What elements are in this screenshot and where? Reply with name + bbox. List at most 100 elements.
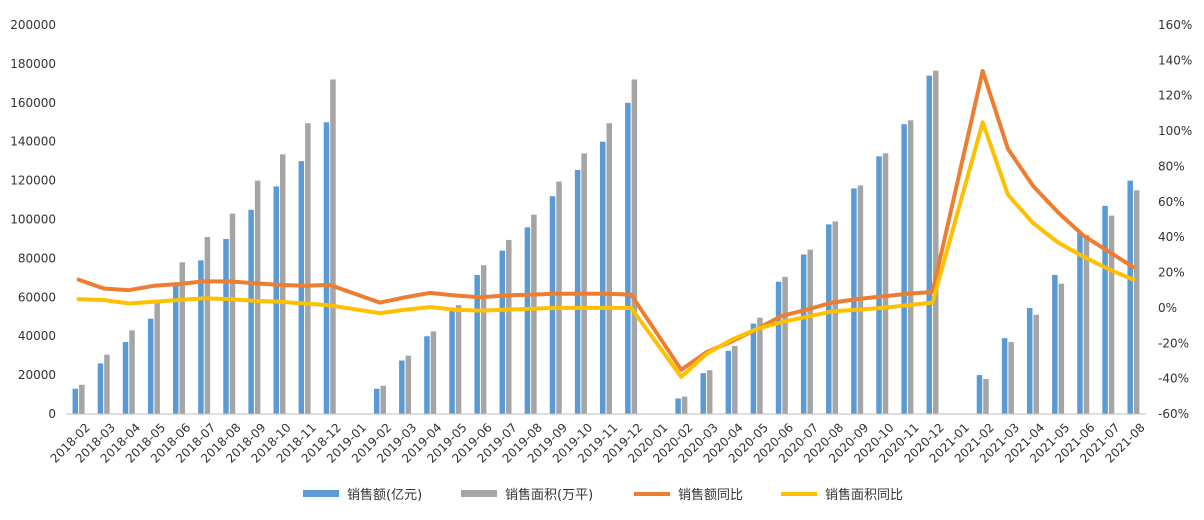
bar-0 bbox=[198, 260, 204, 414]
bar-1 bbox=[531, 214, 537, 414]
bar-1 bbox=[556, 181, 562, 414]
bar-1 bbox=[832, 221, 839, 414]
bar-1 bbox=[782, 276, 788, 414]
bar-1 bbox=[380, 385, 386, 414]
bar-1 bbox=[79, 384, 85, 414]
bar-1 bbox=[706, 370, 713, 414]
bar-0 bbox=[524, 227, 531, 414]
bar-0 bbox=[1001, 338, 1008, 414]
bar-0 bbox=[549, 196, 556, 414]
bar-1 bbox=[1108, 215, 1115, 414]
left-tick-label: 120000 bbox=[10, 174, 56, 188]
bar-1 bbox=[405, 355, 412, 414]
bar-1 bbox=[681, 396, 688, 414]
bar-1 bbox=[732, 345, 738, 414]
bar-0 bbox=[600, 141, 606, 414]
bar-1 bbox=[757, 317, 763, 414]
bar-1 bbox=[983, 378, 989, 414]
bar-1 bbox=[1033, 314, 1039, 414]
bar-1 bbox=[1008, 342, 1014, 414]
left-tick-label: 200000 bbox=[10, 18, 56, 32]
line-series bbox=[76, 69, 1136, 379]
bar-1 bbox=[179, 262, 186, 414]
right-tick-label: -20% bbox=[1158, 336, 1189, 350]
bar-0 bbox=[323, 122, 330, 414]
bar-0 bbox=[424, 336, 430, 414]
line-series-1 bbox=[76, 120, 1136, 379]
bar-1 bbox=[104, 354, 110, 414]
bar-0 bbox=[474, 274, 480, 414]
bar-0 bbox=[1077, 233, 1083, 414]
bar-0 bbox=[1026, 307, 1033, 414]
bar-0 bbox=[700, 373, 706, 414]
left-tick-label: 140000 bbox=[10, 135, 56, 149]
right-tick-label: 100% bbox=[1158, 124, 1192, 138]
bar-0 bbox=[901, 124, 907, 414]
left-tick-label: 40000 bbox=[18, 329, 56, 343]
bar-0 bbox=[675, 398, 681, 414]
bar-1 bbox=[1058, 283, 1065, 414]
bar-0 bbox=[876, 156, 882, 414]
legend: 销售额(亿元) 销售面积(万平) 销售额同比 销售面积同比 bbox=[303, 487, 903, 503]
bar-1 bbox=[1083, 235, 1090, 414]
left-tick-label: 100000 bbox=[10, 213, 56, 227]
bar-1 bbox=[430, 331, 437, 414]
right-tick-label: 140% bbox=[1158, 53, 1192, 67]
line-series-0 bbox=[76, 69, 1136, 372]
bar-0 bbox=[72, 388, 79, 414]
bar-0 bbox=[223, 238, 229, 414]
right-tick-label: 120% bbox=[1158, 89, 1192, 103]
bar-0 bbox=[625, 102, 631, 415]
legend-swatch bbox=[303, 490, 339, 497]
left-tick-label: 60000 bbox=[18, 290, 56, 304]
bar-1 bbox=[129, 330, 135, 414]
bar-1 bbox=[480, 265, 487, 414]
legend-swatch bbox=[461, 490, 497, 497]
legend-label: 销售额同比 bbox=[678, 487, 743, 503]
bar-1 bbox=[1133, 190, 1140, 414]
bar-0 bbox=[97, 363, 104, 414]
bar-1 bbox=[933, 70, 939, 415]
left-tick-label: 180000 bbox=[10, 57, 56, 71]
bar-1 bbox=[506, 239, 512, 414]
left-axis-ticks: 0 20000 40000 60000 80000 100000 120000 140000 1… bbox=[10, 18, 56, 421]
bar-0 bbox=[1102, 205, 1108, 414]
bar-0 bbox=[926, 75, 933, 414]
right-tick-label: -60% bbox=[1158, 407, 1189, 421]
bar-1 bbox=[455, 305, 462, 414]
bar-0 bbox=[775, 281, 782, 414]
bar-1 bbox=[330, 79, 336, 415]
bar-0 bbox=[399, 360, 405, 414]
bar-1 bbox=[305, 123, 311, 414]
bar-0 bbox=[800, 254, 807, 414]
bar-1 bbox=[807, 249, 813, 414]
x-axis-ticks: 2018-022018-032018-042018-052018-062018-… bbox=[48, 420, 1148, 465]
left-tick-label: 80000 bbox=[18, 251, 56, 265]
left-tick-label: 0 bbox=[48, 407, 56, 421]
bar-0 bbox=[976, 375, 983, 414]
bar-1 bbox=[606, 123, 612, 414]
right-tick-label: -40% bbox=[1158, 372, 1189, 386]
bar-1 bbox=[204, 237, 211, 414]
bar-1 bbox=[631, 79, 638, 415]
bar-1 bbox=[882, 153, 889, 414]
bar-1 bbox=[254, 180, 261, 414]
bar-1 bbox=[154, 303, 160, 414]
bar-1 bbox=[581, 153, 587, 414]
bar-0 bbox=[122, 342, 129, 414]
bar-0 bbox=[147, 318, 154, 414]
bar-0 bbox=[1127, 180, 1133, 414]
right-tick-label: 160% bbox=[1158, 18, 1192, 32]
left-tick-label: 20000 bbox=[18, 368, 56, 382]
right-tick-label: 60% bbox=[1158, 195, 1185, 209]
right-tick-label: 40% bbox=[1158, 230, 1185, 244]
bar-1 bbox=[907, 120, 914, 415]
right-tick-label: 20% bbox=[1158, 266, 1185, 280]
right-tick-label: 80% bbox=[1158, 159, 1185, 173]
legend-label: 销售面积同比 bbox=[825, 487, 903, 503]
bar-0 bbox=[449, 310, 455, 414]
bar-0 bbox=[750, 323, 757, 414]
legend-label: 销售面积(万平) bbox=[505, 487, 593, 503]
